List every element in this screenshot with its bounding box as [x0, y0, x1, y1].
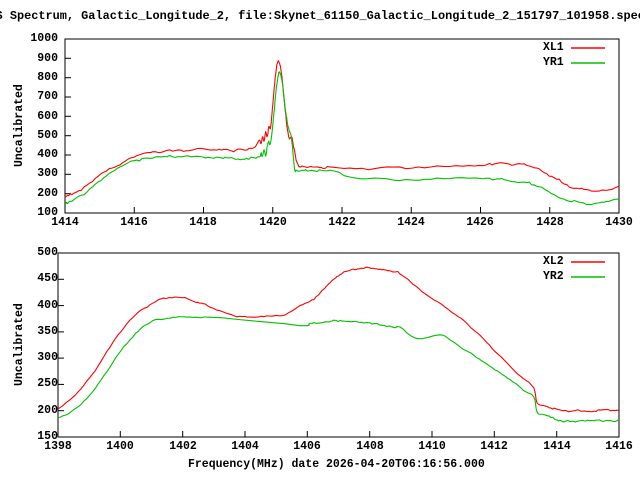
svg-text:Uncalibrated: Uncalibrated	[13, 303, 26, 386]
